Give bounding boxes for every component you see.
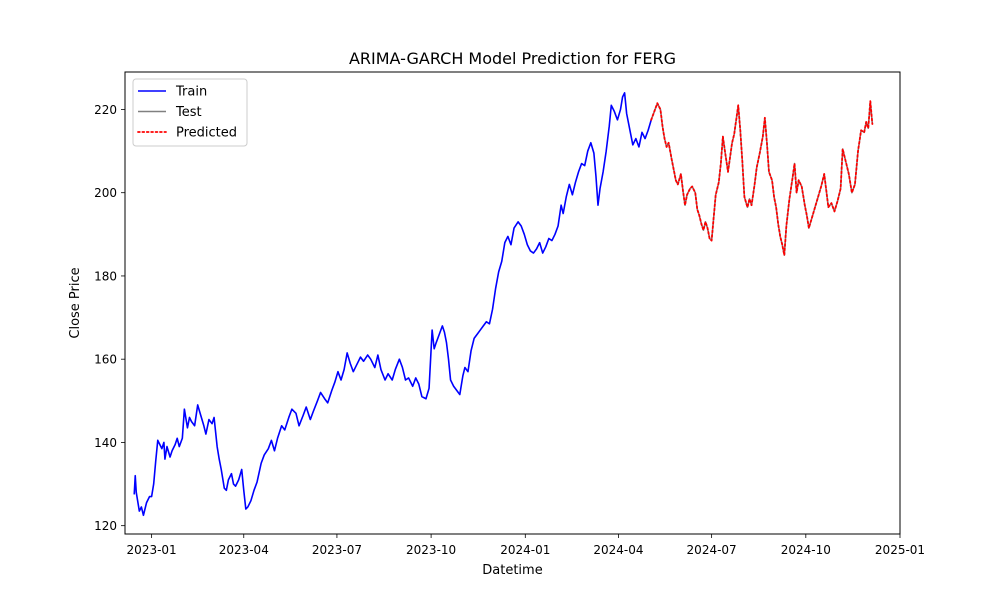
y-axis: 120 140 160 180 200 220 (94, 103, 125, 533)
y-axis-label: Close Price (68, 267, 83, 338)
plot-area (124, 71, 901, 535)
x-tick-label: 2023-01 (127, 543, 177, 557)
legend-label-predicted: Predicted (176, 126, 237, 141)
y-tick-label: 160 (94, 353, 117, 367)
y-tick-label: 180 (94, 269, 117, 283)
x-tick-label: 2024-04 (593, 543, 643, 557)
y-tick-label: 140 (94, 436, 117, 450)
x-tick-label: 2024-10 (781, 543, 831, 557)
legend-frame (132, 78, 248, 147)
x-axis: 2023-01 2023-04 2023-07 2023-10 2024-01 2024-… (127, 534, 925, 557)
x-tick-label: 2024-01 (500, 543, 550, 557)
y-tick-label: 200 (94, 186, 117, 200)
legend-label-test: Test (175, 105, 202, 120)
legend-label-train: Train (175, 85, 207, 100)
series-line-predicted (650, 100, 874, 257)
x-axis-label: Datetime (482, 563, 542, 578)
axes-frame (124, 71, 901, 535)
x-tick-label: 2023-07 (312, 543, 362, 557)
x-tick-label: 2023-10 (406, 543, 456, 557)
legend: Train Test Predicted (132, 78, 248, 147)
x-tick-label: 2023-04 (219, 543, 269, 557)
y-tick-label: 120 (94, 519, 117, 533)
series-line-train (133, 92, 652, 517)
chart-title: ARIMA-GARCH Model Prediction for FERG (349, 49, 676, 68)
x-tick-label: 2024-07 (687, 543, 737, 557)
series-layer (133, 92, 874, 517)
x-tick-label: 2025-01 (875, 543, 925, 557)
y-tick-label: 220 (94, 103, 117, 117)
